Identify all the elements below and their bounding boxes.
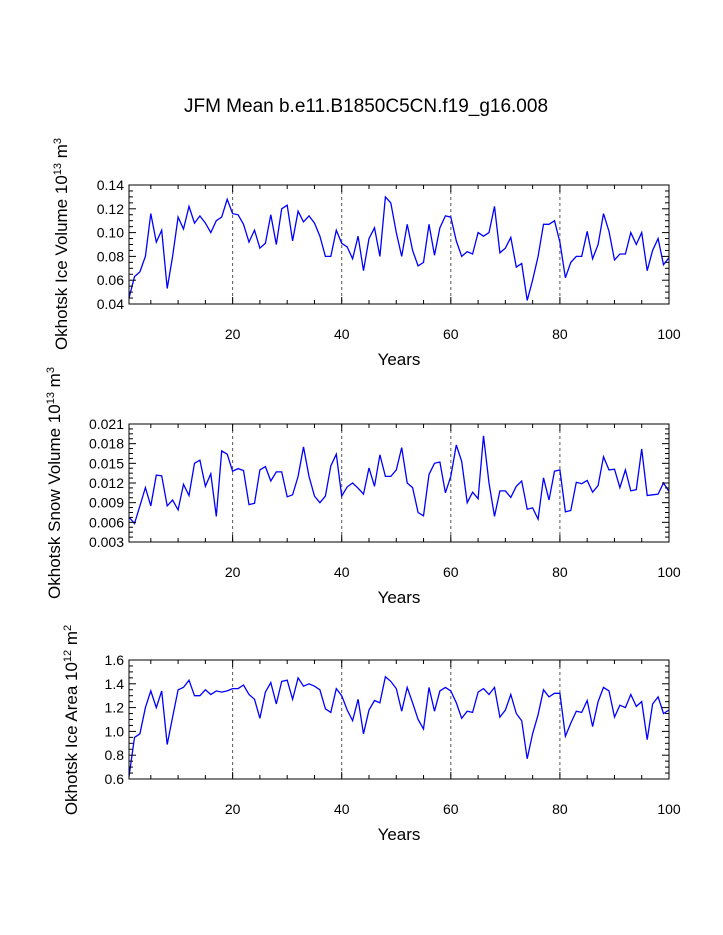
series-line xyxy=(128,435,670,525)
y-axis-label-main: Okhotsk Snow Volume 10 xyxy=(45,404,64,599)
y-tick-label: 0.003 xyxy=(89,534,124,550)
y-tick-label: 0.012 xyxy=(89,475,124,491)
y-tick-label: 0.009 xyxy=(89,495,124,511)
y-axis-label-unit: m xyxy=(45,373,64,392)
series-line xyxy=(128,195,670,301)
panel-ice-area: 0.6 0.8 1.0 1.2 1.4 1.6 20 40 60 80 100 Years Okhots… xyxy=(62,625,681,844)
x-tick-label: 20 xyxy=(225,801,241,817)
y-tick-label: 0.015 xyxy=(89,455,124,471)
y-tick-label: 0.04 xyxy=(97,296,124,312)
y-tick-label: 0.14 xyxy=(97,177,124,193)
y-tick-label: 0.006 xyxy=(89,514,124,530)
y-axis-label-unit-exponent: 3 xyxy=(45,367,57,373)
x-tick-label: 60 xyxy=(443,326,459,342)
x-tick-label: 80 xyxy=(552,801,568,817)
y-tick-label: 1.6 xyxy=(105,652,125,668)
x-tick-label: 100 xyxy=(657,801,681,817)
x-tick-label: 80 xyxy=(552,326,568,342)
y-tick-label: 0.10 xyxy=(97,225,124,241)
x-axis-label: Years xyxy=(378,588,421,607)
y-tick-label: 0.8 xyxy=(105,747,125,763)
x-tick-label: 20 xyxy=(225,326,241,342)
y-tick-label: 1.2 xyxy=(105,700,125,716)
plot-frame xyxy=(128,659,670,780)
y-axis-label-unit-exponent: 2 xyxy=(62,625,74,631)
x-axis-label: Years xyxy=(378,825,421,844)
x-tick-label: 80 xyxy=(552,564,568,580)
x-axis-label: Years xyxy=(378,350,421,369)
x-tick-label: 60 xyxy=(443,564,459,580)
figure-title: JFM Mean b.e11.B1850C5CN.f19_g16.008 xyxy=(184,96,548,117)
x-tick-label: 40 xyxy=(334,326,350,342)
y-tick-label: 0.08 xyxy=(97,248,124,264)
x-tick-label: 40 xyxy=(334,564,350,580)
y-tick-label: 0.018 xyxy=(89,436,124,452)
y-tick-label: 1.4 xyxy=(105,676,125,692)
x-tick-label: 100 xyxy=(657,564,681,580)
y-axis-label: Okhotsk Ice Area 1012 m2 xyxy=(62,625,81,815)
y-axis-label: Okhotsk Snow Volume 1013 m3 xyxy=(45,367,64,599)
x-tick-label: 20 xyxy=(225,564,241,580)
y-tick-label: 0.12 xyxy=(97,201,124,217)
y-tick-label: 0.06 xyxy=(97,272,124,288)
panel-snow-volume: 0.003 0.006 0.009 0.012 0.015 0.018 0.021 20 40 6… xyxy=(45,367,681,607)
y-axis-label-unit-exponent: 3 xyxy=(52,138,64,144)
y-axis-label-exponent: 13 xyxy=(45,392,57,404)
y-tick-label: 0.021 xyxy=(89,416,124,432)
y-axis-label: Okhotsk Ice Volume 1013 m3 xyxy=(52,138,71,350)
y-axis-label-exponent: 12 xyxy=(62,650,74,662)
y-axis-label-unit: m xyxy=(52,144,71,163)
y-tick-label: 1.0 xyxy=(105,723,125,739)
x-tick-label: 60 xyxy=(443,801,459,817)
series-line xyxy=(128,675,670,777)
y-tick-label: 0.6 xyxy=(105,771,125,787)
y-axis-label-main: Okhotsk Ice Area 10 xyxy=(62,662,81,815)
y-axis-label-unit: m xyxy=(62,631,81,650)
y-axis-label-exponent: 13 xyxy=(52,163,64,175)
y-axis-label-main: Okhotsk Ice Volume 10 xyxy=(52,175,71,350)
x-tick-label: 40 xyxy=(334,801,350,817)
panel-ice-volume: 0.04 0.06 0.08 0.10 0.12 0.14 20 40 60 80 100 Years… xyxy=(52,138,681,369)
x-tick-label: 100 xyxy=(657,326,681,342)
